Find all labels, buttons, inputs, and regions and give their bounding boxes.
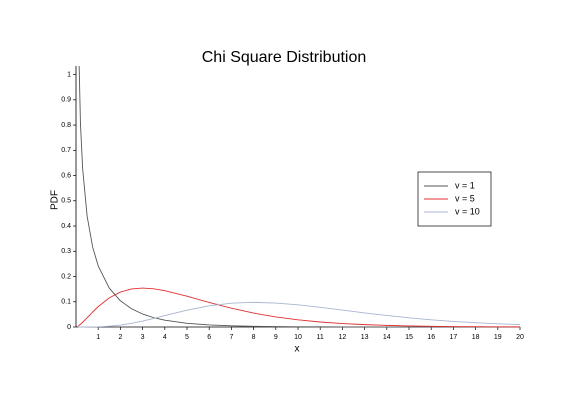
x-tick-label: 10 — [294, 334, 302, 341]
chart-title: Chi Square Distribution — [202, 49, 367, 66]
x-tick-label: 2 — [118, 334, 122, 341]
x-tick-label: 14 — [383, 334, 391, 341]
line-series — [78, 66, 520, 328]
legend-label: v = 10 — [455, 206, 480, 216]
y-tick-label: 0.1 — [61, 299, 71, 306]
x-tick-label: 8 — [252, 334, 256, 341]
x-tick-label: 19 — [494, 334, 502, 341]
y-tick-label: 0.2 — [61, 273, 71, 280]
y-tick-label: 0.3 — [61, 248, 71, 255]
x-tick-label: 12 — [339, 334, 347, 341]
line-series — [78, 301, 521, 328]
line-series — [77, 287, 521, 328]
x-tick-label: 3 — [141, 334, 145, 341]
x-tick-label: 18 — [472, 334, 480, 341]
y-tick-label: 0.4 — [61, 223, 71, 230]
y-tick-label: 0.9 — [61, 97, 71, 104]
x-tick-label: 1 — [96, 334, 100, 341]
x-tick-label: 15 — [405, 334, 413, 341]
x-tick-label: 13 — [361, 334, 369, 341]
x-axis-label: x — [295, 344, 300, 355]
x-tick-label: 4 — [163, 334, 167, 341]
x-tick-label: 5 — [185, 334, 189, 341]
y-tick-label: 0 — [67, 324, 71, 331]
y-tick-label: 0.6 — [61, 172, 71, 179]
x-tick-label: 17 — [450, 334, 458, 341]
x-tick-label: 9 — [274, 334, 278, 341]
x-tick-label: 6 — [207, 334, 211, 341]
y-tick-label: 1 — [67, 71, 71, 78]
legend-label: v = 5 — [455, 193, 475, 203]
y-tick-label: 0.5 — [61, 198, 71, 205]
y-tick-label: 0.7 — [61, 147, 71, 154]
legend-label: v = 1 — [455, 180, 475, 190]
x-tick-label: 20 — [516, 334, 524, 341]
x-tick-label: 11 — [317, 334, 324, 341]
y-tick-label: 0.8 — [61, 122, 71, 129]
x-tick-label: 7 — [229, 334, 233, 341]
x-tick-label: 16 — [427, 334, 435, 341]
y-axis-label: PDF — [50, 190, 61, 210]
